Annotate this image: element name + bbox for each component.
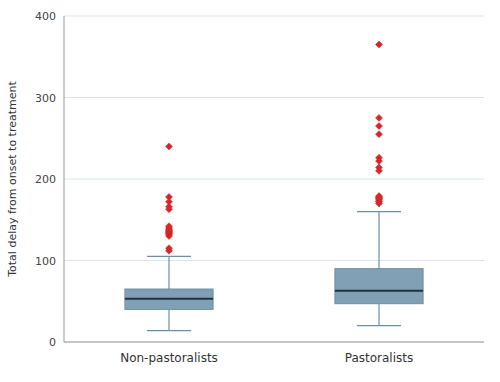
x-axis <box>64 342 484 343</box>
upper-whisker <box>378 212 379 269</box>
flier <box>166 245 173 252</box>
median <box>335 290 423 292</box>
box <box>125 289 213 309</box>
flier <box>376 114 383 121</box>
y-tick-label: 400 <box>35 10 56 23</box>
box <box>335 269 423 304</box>
x-tick-label: Non-pastoralists <box>120 351 218 365</box>
grid-line <box>64 342 484 343</box>
lower-whisker <box>168 309 169 330</box>
flier <box>376 164 383 171</box>
y-tick-label: 100 <box>35 255 56 268</box>
plot-area <box>125 41 423 331</box>
grid-line <box>64 179 484 180</box>
chart: 0 100 200 300 400 Total delay from onset to t… <box>0 0 500 382</box>
grid-line <box>64 16 484 17</box>
upper-whisker <box>168 256 169 289</box>
flier <box>376 41 383 48</box>
lower-whisker <box>378 304 379 326</box>
grid-line <box>64 97 484 98</box>
y-tick-label: 300 <box>35 92 56 105</box>
y-tick-label: 200 <box>35 173 56 186</box>
lower-cap <box>357 325 401 326</box>
flier <box>376 131 383 138</box>
flier <box>166 193 173 200</box>
flier <box>166 143 173 150</box>
box-group <box>335 41 423 326</box>
flier <box>376 154 383 161</box>
flier <box>376 123 383 130</box>
flier <box>376 193 383 200</box>
x-tick-label: Pastoralists <box>345 351 414 365</box>
y-axis <box>64 16 65 342</box>
median <box>125 298 213 300</box>
upper-cap <box>147 256 191 257</box>
y-tick-label: 0 <box>49 336 56 349</box>
y-axis-label: Total delay from onset to treatment <box>6 81 19 278</box>
box-group <box>125 143 213 331</box>
lower-cap <box>147 330 191 331</box>
grid-line <box>64 260 484 261</box>
upper-cap <box>357 211 401 212</box>
flier <box>166 223 173 230</box>
flier <box>376 193 383 200</box>
